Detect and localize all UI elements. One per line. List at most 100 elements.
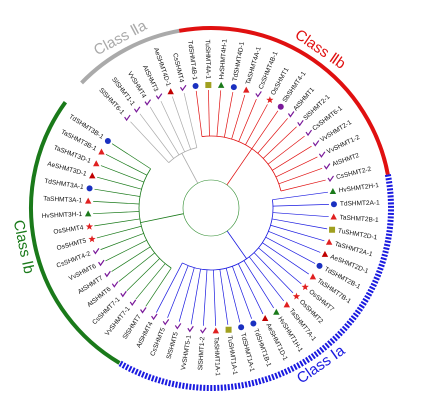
class-arc: [117, 174, 394, 391]
leaf-label: OsSHMT4: [53, 224, 84, 236]
leaf-label: CsSHMT4: [171, 52, 185, 83]
leaf-marker: [230, 84, 237, 91]
leaf-marker: [297, 119, 304, 127]
leaf-label: TaSHMT1A-1: [212, 337, 221, 377]
leaf-marker: [217, 81, 225, 88]
leaf-label: TdSHMT4B-1: [186, 40, 198, 81]
leaf-label: CsSHMT5: [149, 326, 167, 357]
leaf-marker: [316, 262, 323, 269]
branch: [280, 179, 326, 192]
branch: [135, 263, 166, 300]
leaf-label: TdSHMT2A-1: [340, 200, 380, 208]
branch: [271, 218, 328, 230]
leaf-label: AtSHMT2: [331, 152, 360, 168]
leaf-marker: [129, 299, 137, 306]
class-arc: [29, 100, 121, 365]
branch: [105, 239, 147, 262]
branch: [139, 113, 174, 159]
branch: [219, 269, 229, 325]
leaf-marker: [330, 213, 337, 220]
leaf-marker: [133, 106, 141, 113]
branch: [167, 265, 189, 318]
leaf-label: HvSHMT4H-1: [218, 38, 228, 79]
leaf-label: VvSHMT5-1: [180, 334, 193, 370]
branch: [213, 269, 216, 326]
branch: [251, 110, 279, 149]
leaf-marker: [162, 319, 170, 326]
branch: [270, 224, 325, 242]
leaf-marker: [329, 226, 336, 233]
leaf-marker: [287, 111, 295, 118]
leaf-marker: [323, 163, 331, 170]
leaf-marker: [124, 114, 131, 122]
clade-arc: [138, 168, 172, 269]
leaf-marker: [330, 201, 337, 208]
leaf-marker: [277, 103, 284, 110]
leaf-marker: [292, 292, 301, 300]
leaf-marker: [238, 324, 245, 331]
leaf-marker: [89, 172, 96, 179]
leaf-marker: [309, 273, 317, 280]
branch: [97, 176, 142, 190]
leaf-marker: [98, 148, 105, 155]
leaf-marker: [212, 327, 220, 334]
branch: [96, 225, 142, 239]
leaf-marker: [318, 151, 326, 158]
branch: [226, 148, 253, 186]
branch: [272, 212, 329, 218]
leaf-marker: [321, 250, 329, 257]
leaf-marker: [250, 320, 257, 327]
leaf-marker: [305, 129, 313, 137]
leaf-marker: [255, 91, 262, 98]
leaf-marker: [283, 301, 291, 308]
branch: [93, 201, 140, 205]
leaf-marker: [144, 99, 152, 106]
leaf-marker: [273, 308, 280, 315]
branch: [245, 104, 268, 145]
leaf-marker: [151, 313, 158, 321]
branch: [178, 267, 195, 322]
branch: [272, 191, 328, 201]
leaf-marker: [179, 84, 187, 92]
leaf-label: TuSHMT1A-1: [226, 335, 239, 375]
branch: [226, 230, 247, 259]
leaf-label: TaSHMT2B-1: [339, 214, 379, 224]
leaf-label: TaSHMT3A-1: [43, 195, 83, 204]
leaf-label: HvSHMT3H-1: [42, 211, 83, 220]
branch: [181, 153, 199, 184]
branch: [126, 258, 160, 291]
leaf-label: SlSHMT1-2: [197, 336, 206, 370]
leaf-marker: [85, 222, 94, 230]
leaf-marker: [104, 270, 111, 278]
leaf-marker: [329, 187, 337, 194]
branch: [105, 153, 148, 176]
leaf-marker: [88, 235, 96, 243]
branch: [232, 266, 252, 319]
branch: [243, 260, 274, 309]
leaf-marker: [312, 140, 320, 147]
leaf-marker: [155, 93, 163, 100]
branch: [111, 246, 151, 272]
leaf-label: TdSHMT1A-1: [239, 332, 256, 373]
leaf-marker: [327, 175, 335, 182]
branch: [238, 98, 257, 142]
leaf-marker: [243, 86, 250, 93]
leaf-marker: [111, 281, 119, 288]
branch: [130, 121, 169, 163]
branch: [111, 143, 151, 170]
leaf-label: TuSHMT2D-1: [337, 228, 378, 242]
leaf-label: TuSHMT4A-1: [204, 39, 212, 79]
branch: [262, 126, 297, 159]
branch: [258, 247, 302, 285]
branch: [149, 106, 180, 156]
root: [182, 179, 240, 237]
leaf-marker: [84, 210, 92, 217]
branch: [190, 269, 201, 325]
branch: [272, 204, 329, 207]
branch: [160, 100, 186, 153]
leaf-marker: [200, 327, 207, 334]
leaf-marker: [266, 96, 274, 104]
leaf-marker: [104, 137, 111, 144]
branch: [225, 268, 241, 323]
leaf-marker: [84, 197, 92, 204]
